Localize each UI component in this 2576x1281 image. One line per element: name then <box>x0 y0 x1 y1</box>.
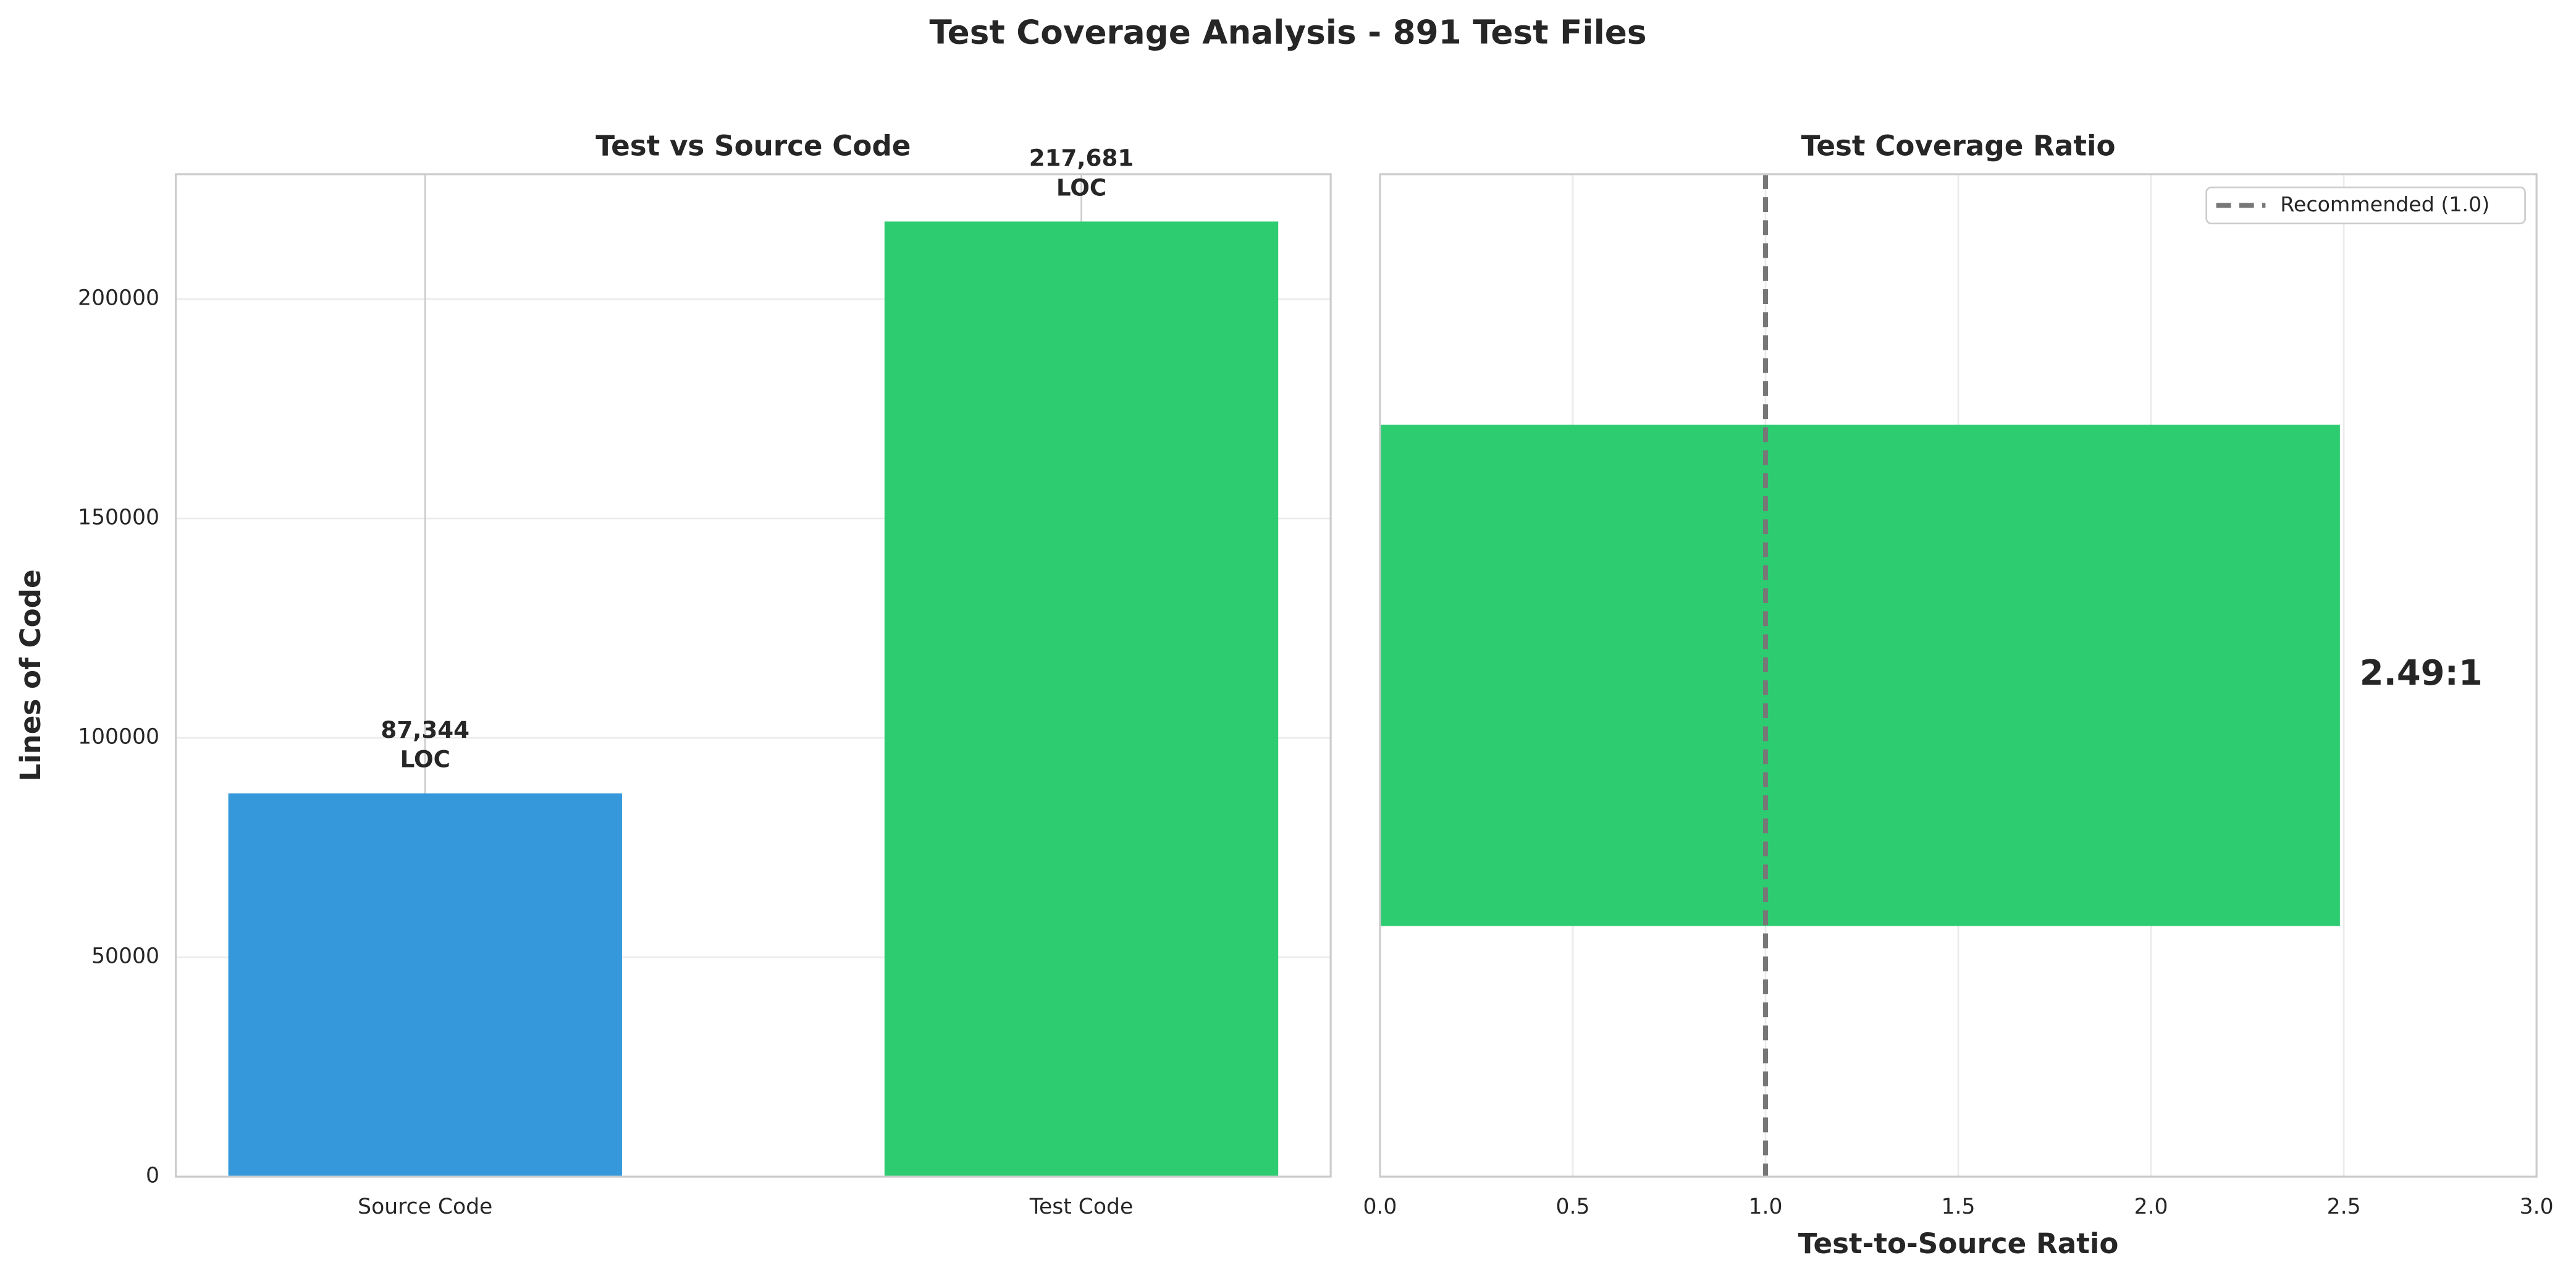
chart-title: Test vs Source Code <box>596 129 911 162</box>
x-tick-label: 2.0 <box>2134 1194 2168 1219</box>
y-tick-label: 50000 <box>91 944 159 969</box>
label-line: 217,681 <box>1029 144 1134 171</box>
bar <box>228 793 622 1177</box>
y-tick-label: 200000 <box>78 286 159 311</box>
x-tick-label: 3.0 <box>2520 1194 2554 1219</box>
value-label: 2.49:1 <box>2360 653 2483 693</box>
y-tick-label: 100000 <box>78 725 159 750</box>
x-tick-label: 0.0 <box>1363 1194 1397 1219</box>
axes-frame <box>174 173 1332 1178</box>
x-tick-label: 2.5 <box>2327 1194 2361 1219</box>
x-tick-label: 1.5 <box>1942 1194 1976 1219</box>
bar <box>884 221 1279 1177</box>
legend: Recommended (1.0) <box>2205 186 2526 225</box>
x-tick-label: Test Code <box>1029 1194 1134 1219</box>
y-axis-label: Lines of Code <box>14 569 47 781</box>
legend-label: Recommended (1.0) <box>2280 192 2490 216</box>
x-tick-label: 1.0 <box>1749 1194 1783 1219</box>
value-label: 87,344 LOC <box>381 716 469 772</box>
value-label: 217,681 LOC <box>1029 144 1134 201</box>
chart-title: Test Coverage Ratio <box>1801 129 2116 162</box>
label-line: 87,344 <box>381 716 469 743</box>
y-tick-label: 150000 <box>78 505 159 530</box>
y-tick-label: 0 <box>146 1164 159 1188</box>
figure-title: Test Coverage Analysis - 891 Test Files <box>929 13 1646 51</box>
x-tick-label: Source Code <box>358 1194 492 1219</box>
axes-frame <box>1379 173 2538 1178</box>
legend-frame <box>2205 186 2526 225</box>
label-line: LOC <box>1056 174 1106 201</box>
x-tick-label: 0.5 <box>1555 1194 1589 1219</box>
label-line: LOC <box>400 745 450 772</box>
bar <box>1379 425 2340 926</box>
x-axis-label: Test-to-Source Ratio <box>1798 1227 2119 1260</box>
